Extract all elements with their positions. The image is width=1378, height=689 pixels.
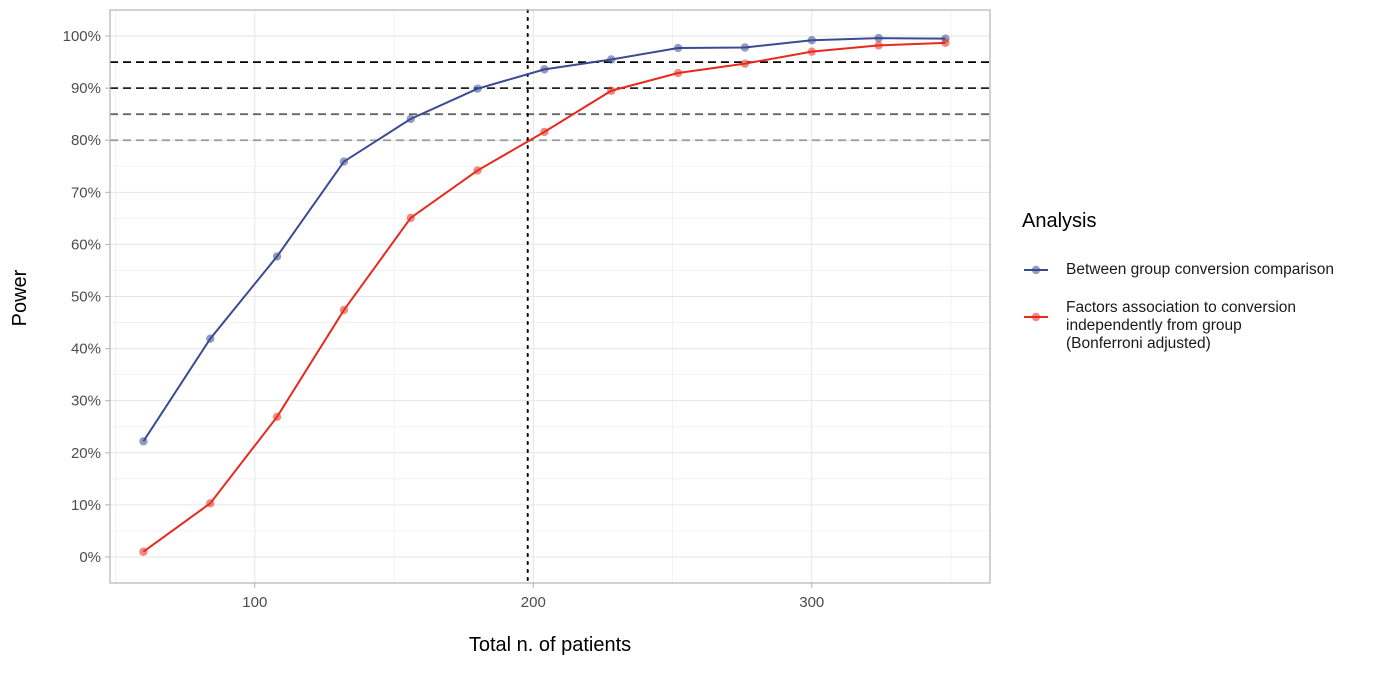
series-1-point — [272, 412, 282, 422]
series-1-point — [406, 213, 415, 223]
series-0-point — [139, 437, 148, 446]
series-0-point — [874, 33, 883, 43]
series-0-point — [607, 55, 616, 64]
series-1-point — [473, 166, 482, 175]
y-tick-label: 40% — [71, 341, 101, 358]
y-axis-title: Power — [9, 269, 31, 326]
series-layer — [139, 33, 950, 556]
series-line-0 — [142, 37, 946, 442]
y-tick-label: 90% — [71, 80, 101, 97]
series-0-point — [206, 334, 215, 343]
series-1-point — [339, 305, 349, 315]
x-tick-label: 100 — [242, 594, 267, 611]
major-gridlines — [110, 10, 990, 583]
series-1-point — [607, 86, 616, 95]
x-tick-label: 200 — [521, 594, 546, 611]
series-0-point — [807, 36, 816, 45]
series-1-point — [206, 499, 215, 508]
x-axis-ticks: 100 200 300 — [242, 583, 824, 611]
series-1-point — [941, 38, 950, 48]
y-tick-label: 20% — [71, 445, 101, 462]
y-tick-label: 50% — [71, 289, 101, 306]
series-1-point — [540, 127, 549, 137]
series-0-point — [473, 84, 482, 93]
y-tick-label: 30% — [71, 393, 101, 410]
y-tick-label: 60% — [71, 236, 101, 253]
y-tick-label: 10% — [71, 497, 101, 514]
y-axis-ticks: 0% 10% 20% 30% 40% 50% 60% 70% 80% 90% 100% — [63, 28, 110, 566]
series-0-point — [740, 43, 750, 52]
series-0-point — [673, 43, 683, 53]
legend-key-between-group — [1024, 265, 1048, 275]
series-0-point — [406, 114, 415, 124]
y-tick-label: 70% — [71, 184, 101, 201]
reference-lines — [110, 9, 990, 584]
x-tick-label: 300 — [799, 594, 824, 611]
series-0-point — [272, 252, 282, 261]
legend-title: Analysis — [1022, 210, 1097, 232]
series-line-1 — [142, 41, 946, 553]
series-0-point — [339, 157, 349, 166]
y-tick-label: 0% — [79, 549, 101, 566]
series-1-point — [139, 547, 148, 556]
legend-item-between-group: Between group conversion comparison — [1022, 261, 1372, 279]
legend-label-between-group: Between group conversion comparison — [1066, 261, 1334, 278]
series-1-point — [673, 68, 683, 78]
y-tick-label: 100% — [63, 28, 101, 45]
x-axis-title: Total n. of patients — [469, 634, 631, 656]
legend-key-factors-association — [1024, 312, 1048, 322]
y-tick-label: 80% — [71, 132, 101, 149]
legend-label-factors-association: Factors association to conversion indepe… — [1066, 299, 1297, 352]
series-1-point — [874, 41, 883, 50]
series-0-point — [540, 65, 549, 74]
series-1-point — [807, 47, 816, 56]
legend-item-factors-association: Factors association to conversion indepe… — [1022, 299, 1372, 353]
legend: Analysis Between group conversion compar… — [1022, 210, 1372, 373]
series-1-point — [740, 59, 750, 68]
